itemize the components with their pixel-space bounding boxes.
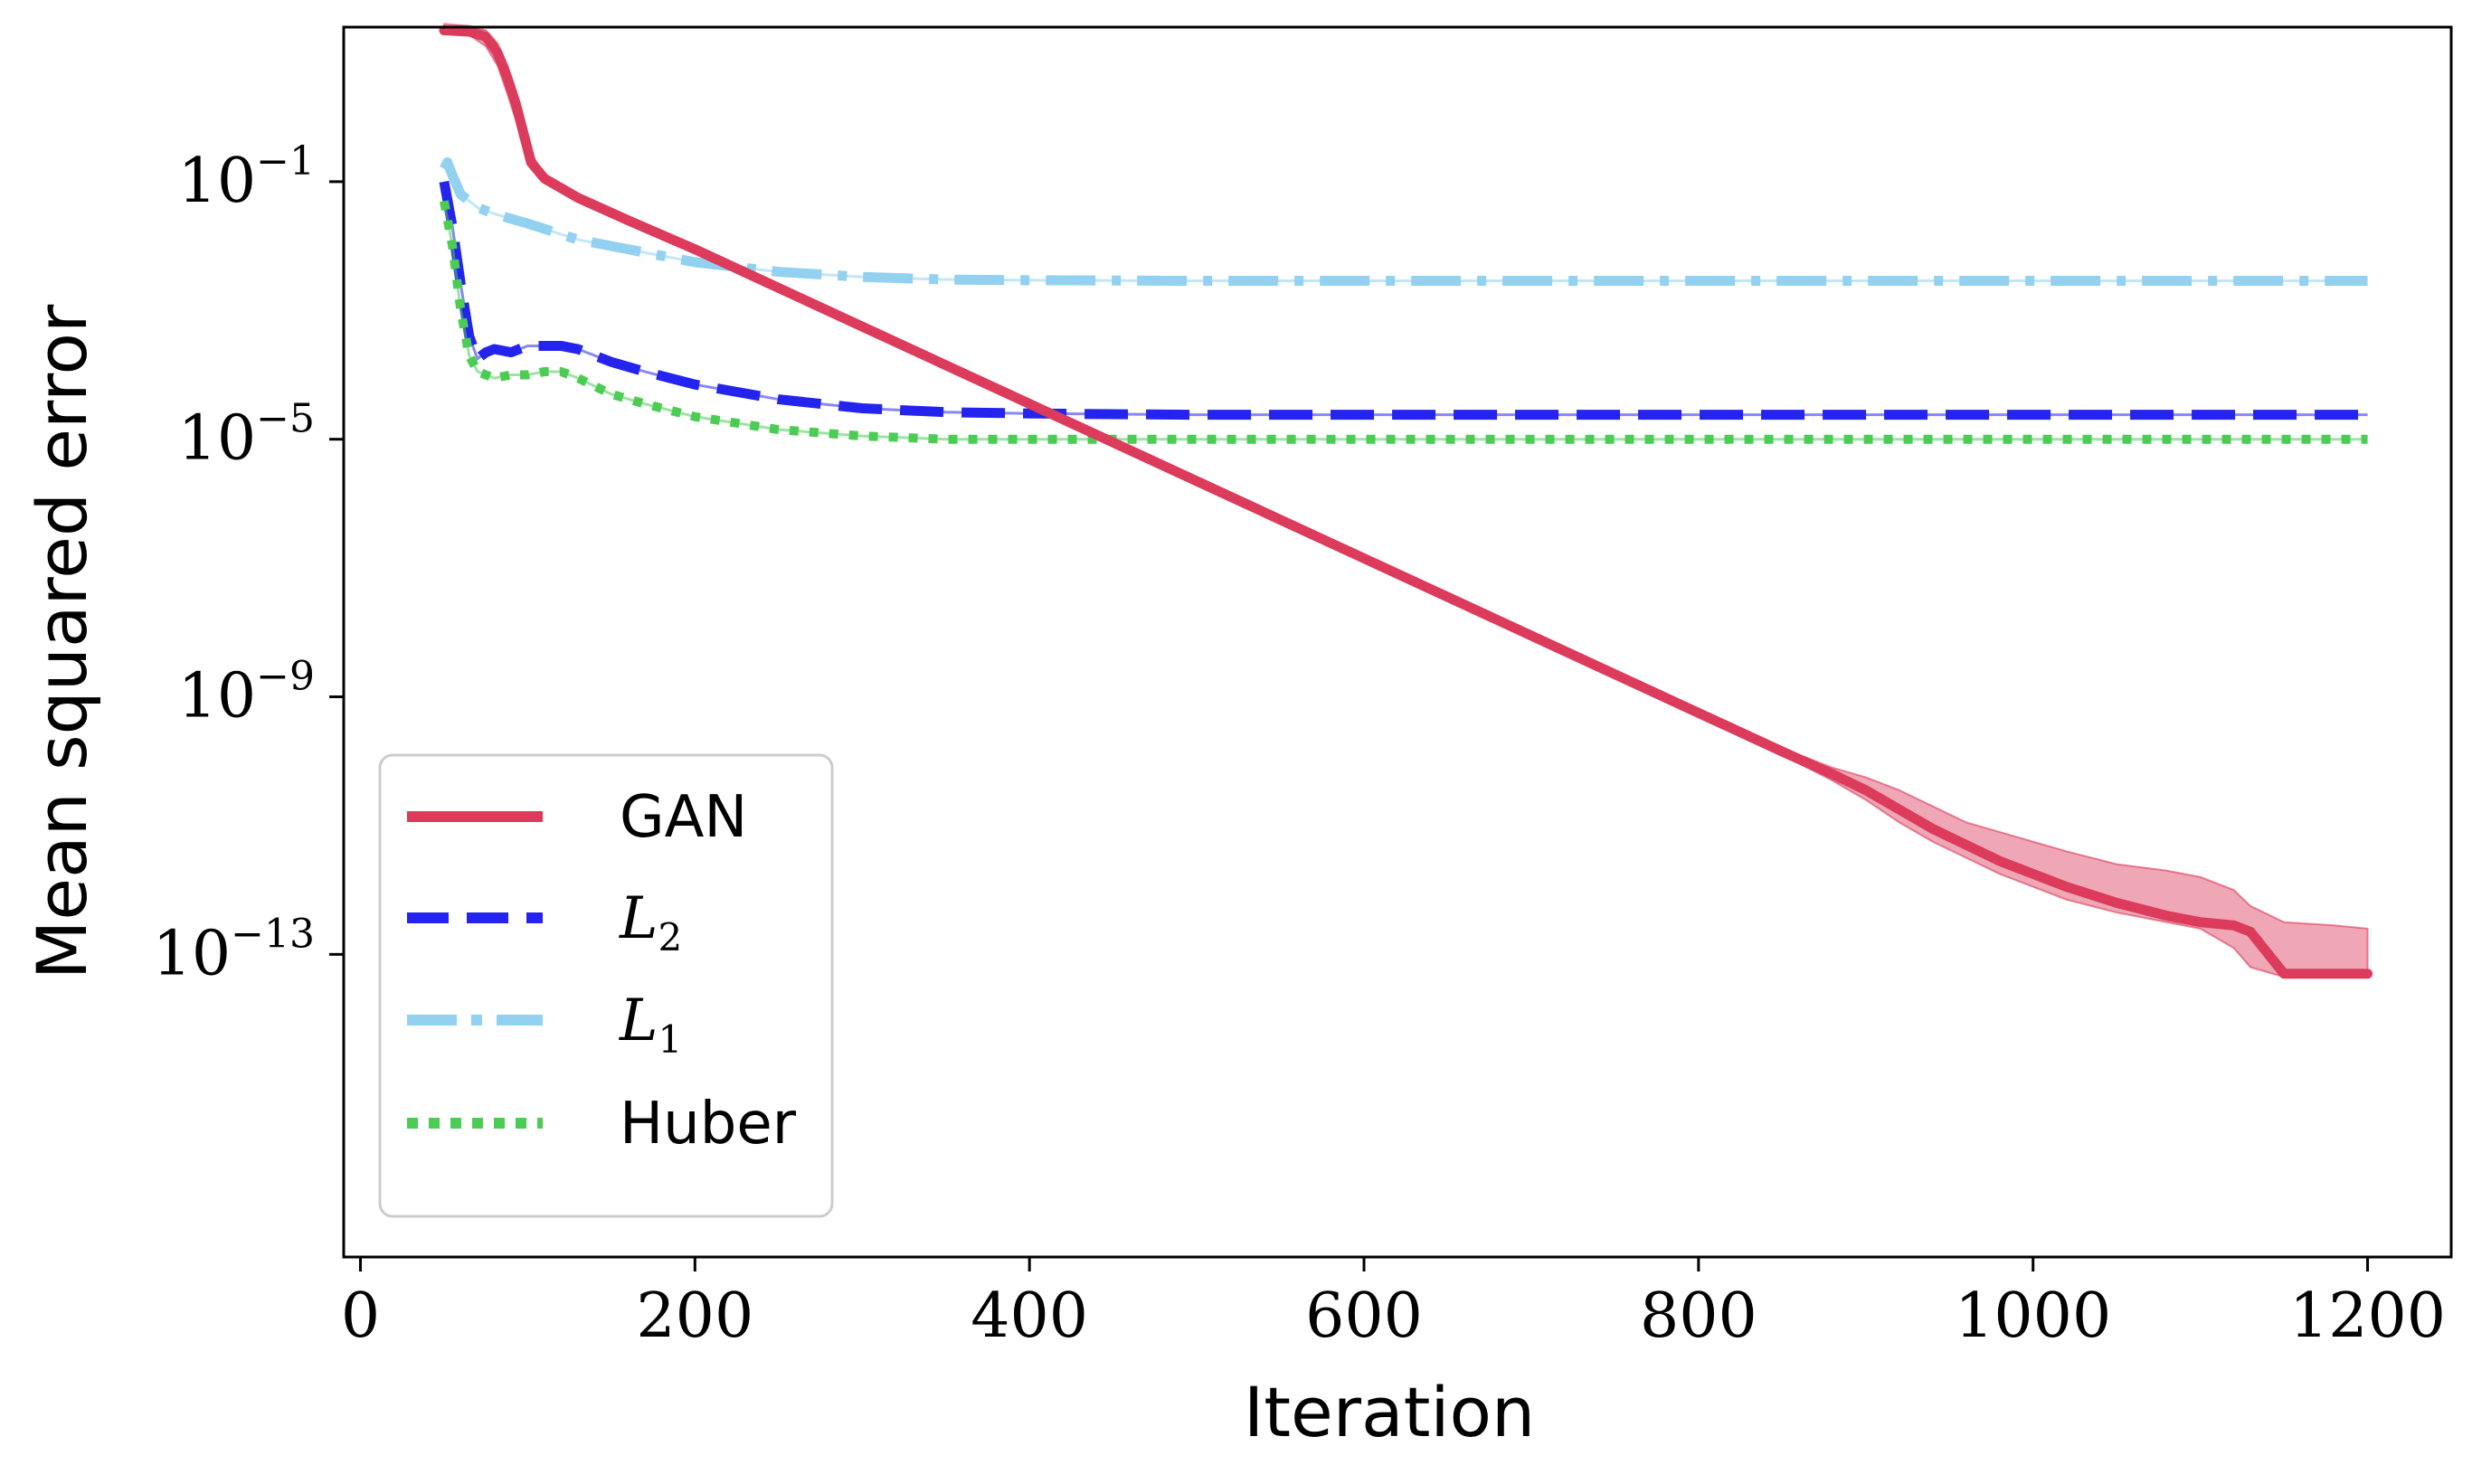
legend-label-huber: Huber [620, 1091, 797, 1158]
y-tick-label: 10−5 [178, 396, 315, 475]
x-tick-label: 1200 [2289, 1281, 2446, 1352]
series-l2-line [439, 180, 2368, 421]
x-tick-label: 0 [341, 1281, 380, 1352]
x-axis: 0 200 400 600 800 1000 1200 [341, 1257, 2446, 1352]
legend-label-l2: L2 [619, 885, 682, 959]
series-l2-guide [442, 181, 2368, 417]
series-l1-line [440, 157, 2368, 287]
x-tick-label: 1000 [1955, 1281, 2111, 1352]
series-huber-line [440, 200, 2368, 444]
x-tick-label: 200 [636, 1281, 753, 1352]
y-axis: 10−1 10−5 10−9 10−13 [153, 138, 344, 989]
legend-box [378, 753, 834, 1218]
x-axis-label: Iteration [1244, 1372, 1535, 1452]
legend-label-gan: GAN [620, 784, 747, 851]
legend-label-l1: L1 [619, 988, 682, 1062]
x-tick-label: 800 [1640, 1281, 1757, 1352]
y-tick-label: 10−1 [178, 138, 315, 217]
x-tick-label: 600 [1305, 1281, 1423, 1352]
plot-frame [342, 25, 2453, 1259]
y-tick-label: 10−13 [153, 911, 315, 989]
x-tick-label: 400 [971, 1281, 1088, 1352]
series-huber-guide [442, 200, 2368, 441]
y-axis-label: Mean squared error [22, 304, 102, 979]
y-tick-label: 10−9 [178, 654, 315, 733]
series-gan-line [439, 25, 2373, 979]
series-lines [439, 25, 2373, 979]
legend: GAN L2 L1 Huber [378, 753, 834, 1218]
